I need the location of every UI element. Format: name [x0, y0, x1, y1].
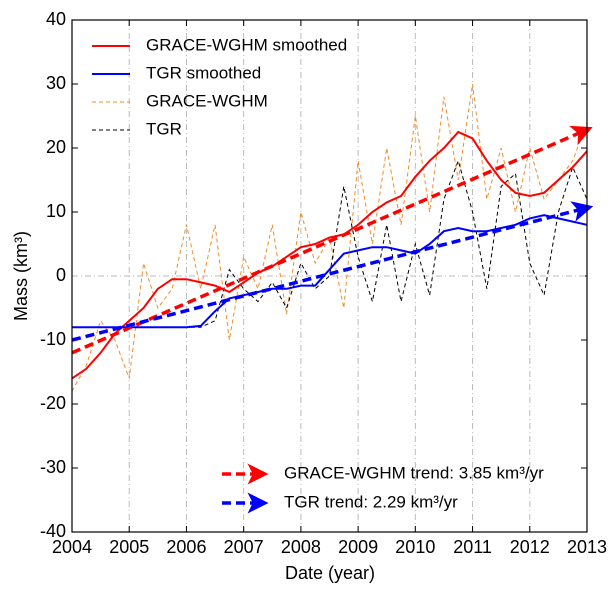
y-tick-label: 30	[46, 73, 66, 93]
series-line	[72, 214, 588, 329]
x-tick-label: 2005	[109, 537, 149, 557]
x-tick-label: 2004	[52, 537, 92, 557]
y-tick-label: 0	[56, 265, 66, 285]
y-tick-label: 40	[46, 9, 66, 29]
y-tick-label: -40	[40, 521, 66, 541]
x-tick-label: 2010	[395, 537, 435, 557]
y-tick-label: 20	[46, 137, 66, 157]
x-axis-label: Date (year)	[285, 563, 375, 583]
legend-label: GRACE-WGHM	[146, 91, 268, 110]
legend-label: GRACE-WGHM smoothed	[146, 35, 347, 54]
legend-label: TGR smoothed	[146, 63, 261, 82]
y-tick-label: -10	[40, 329, 66, 349]
trend-line	[71, 201, 594, 342]
legend-label: GRACE-WGHM trend: 3.85 km³/yr	[284, 463, 544, 482]
y-tick-label: 10	[46, 201, 66, 221]
x-tick-label: 2013	[567, 537, 607, 557]
series-line	[71, 130, 588, 380]
x-tick-label: 2008	[281, 537, 321, 557]
x-tick-label: 2006	[166, 537, 206, 557]
x-tick-label: 2009	[338, 537, 378, 557]
y-axis-label: Mass (km³)	[11, 231, 31, 321]
plot-frame	[71, 19, 588, 533]
legend-label: TGR trend: 2.29 km³/yr	[284, 492, 458, 511]
legend-label: TGR	[146, 119, 182, 138]
x-tick-label: 2007	[224, 537, 264, 557]
series-line	[72, 159, 588, 328]
y-tick-label: -20	[40, 393, 66, 413]
y-tick-label: -30	[40, 457, 66, 477]
x-tick-label: 2012	[510, 537, 550, 557]
trend-line	[71, 125, 593, 355]
x-tick-label: 2011	[453, 537, 492, 557]
